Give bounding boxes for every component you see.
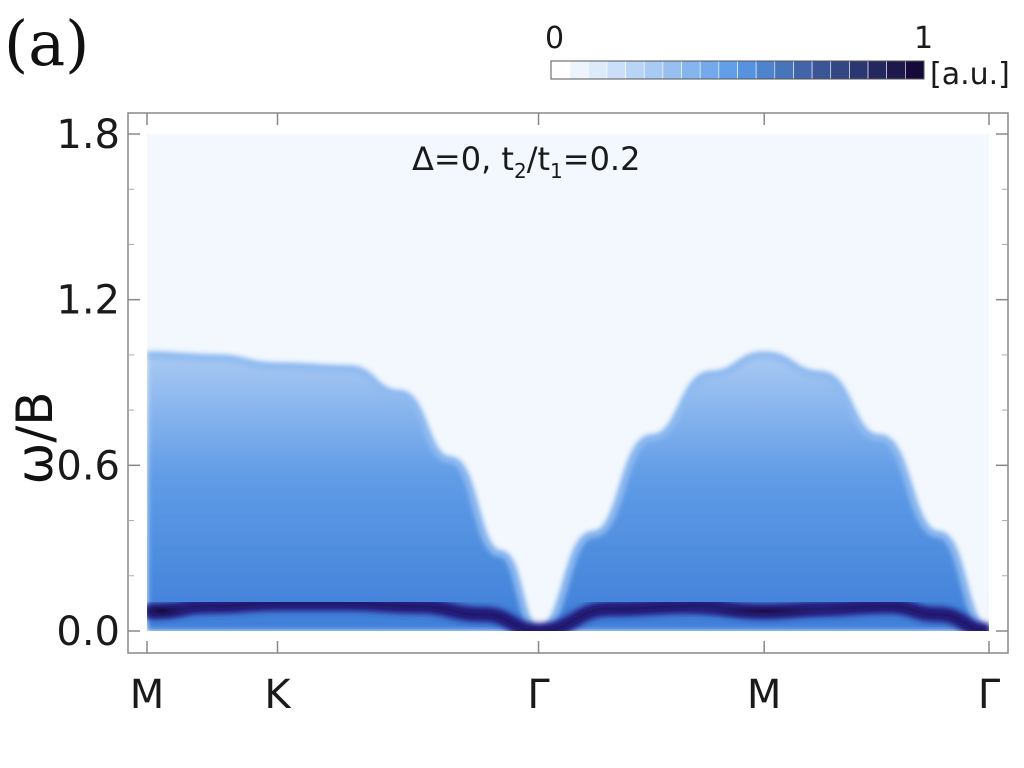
annotation-delta: Δ=0,: [412, 140, 501, 178]
low-energy-dark-band-core: [147, 600, 989, 631]
colorbar-swatch: [569, 60, 589, 80]
colorbar-swatch: [755, 60, 776, 80]
annotation-t2-subscript: 2: [514, 159, 527, 183]
colorbar-swatch: [737, 60, 757, 80]
intensity-peak-left: [147, 601, 196, 621]
colorbar-swatch: [886, 60, 906, 80]
x-tick-label: M: [130, 672, 165, 718]
annotation-slash: /: [527, 140, 538, 178]
colorbar-swatch: [849, 60, 869, 80]
x-tick-label: Γ: [978, 672, 1001, 718]
colorbar-swatch: [606, 60, 626, 80]
colorbar-swatch: [643, 60, 664, 80]
y-tick-label: 1.8: [56, 112, 120, 158]
x-tick-label: Γ: [527, 672, 550, 718]
colorbar-swatch: [587, 60, 608, 80]
colorbar-max-label: 1: [914, 21, 933, 56]
plot-frame: [127, 112, 1009, 654]
x-tick-label: M: [747, 672, 782, 718]
heatmap-area: [147, 351, 989, 631]
y-axis-ticks: 0.0 0.6 1.2 1.8: [56, 112, 1008, 655]
colorbar-swatch: [830, 60, 850, 80]
colorbar-swatch: [774, 60, 794, 80]
colorbar-swatch: [811, 60, 832, 80]
y-tick-label: 0.6: [56, 443, 120, 489]
colorbar-frame: [550, 60, 925, 80]
spectral-weight-region: [147, 354, 989, 631]
parameter-annotation: Δ=0, t2/t1=0.2: [412, 140, 640, 183]
colorbar-swatch: [718, 60, 738, 80]
x-tick-label: K: [264, 672, 292, 718]
colorbar-swatch: [867, 60, 887, 80]
y-axis-label: ω/B: [6, 391, 64, 484]
colorbar-swatch: [625, 60, 645, 80]
annotation-t2: t: [501, 140, 514, 178]
colorbar: [550, 60, 925, 80]
colorbar-swatch: [793, 60, 813, 80]
colorbar-unit: [a.u.]: [930, 57, 1010, 92]
intensity-peak-middle: [675, 602, 855, 620]
y-tick-label: 1.2: [56, 278, 120, 324]
annotation-t1: t: [537, 140, 550, 178]
colorbar-min-label: 0: [545, 21, 564, 56]
colorbar-swatch: [550, 60, 570, 80]
colorbar-swatch: [905, 60, 925, 80]
annotation-ratio: =0.2: [563, 140, 641, 178]
panel-label: (a): [4, 7, 89, 80]
spectral-upper-edge: [147, 351, 989, 631]
colorbar-swatch: [662, 60, 682, 80]
colorbar-swatch: [699, 60, 720, 80]
annotation-t1-subscript: 1: [550, 159, 563, 183]
y-tick-label: 0.0: [56, 609, 120, 655]
colorbar-swatch: [681, 60, 701, 80]
